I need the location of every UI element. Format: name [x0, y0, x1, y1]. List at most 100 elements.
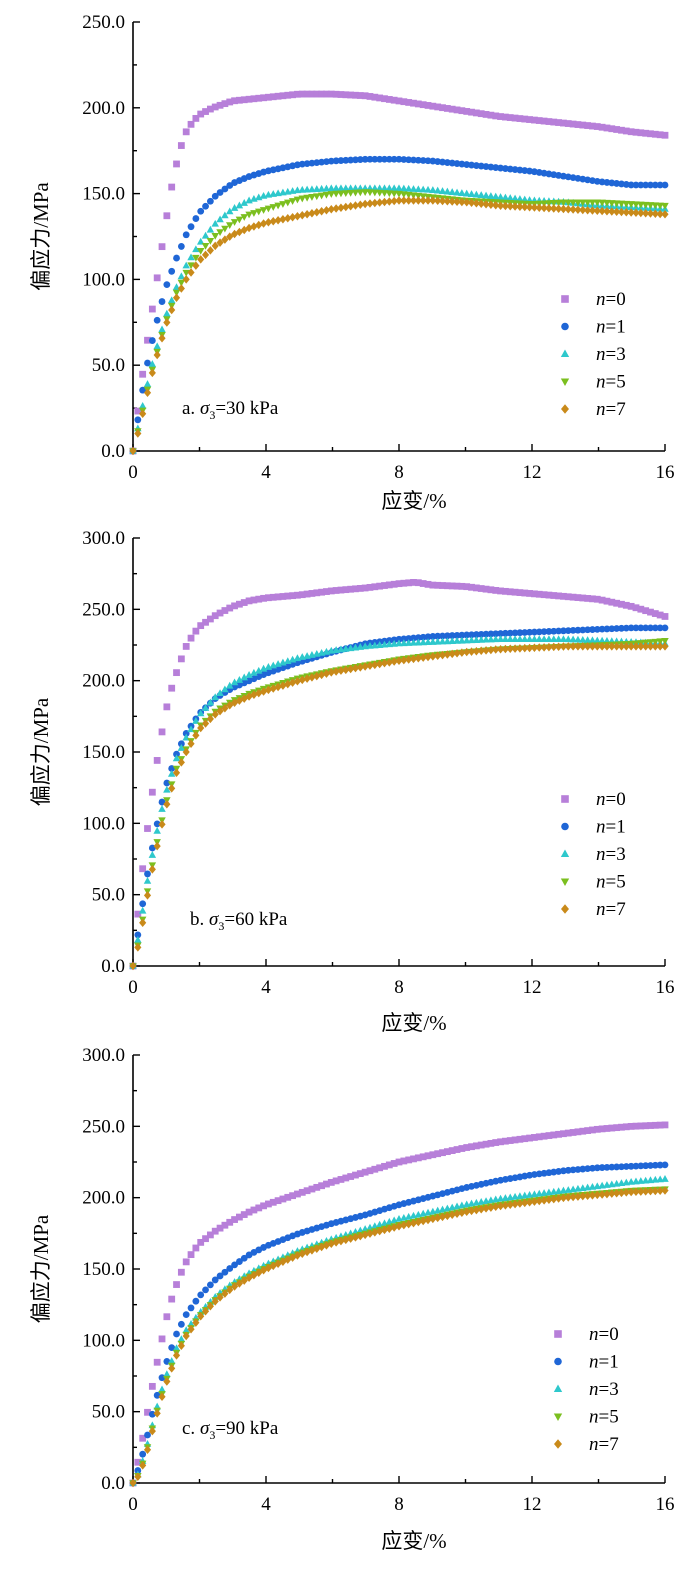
- data-point: [153, 342, 161, 350]
- data-point: [560, 119, 567, 127]
- data-point: [192, 1244, 200, 1252]
- data-point: [221, 685, 229, 693]
- data-point: [651, 624, 659, 632]
- data-point: [501, 644, 509, 654]
- data-point: [371, 93, 379, 101]
- data-point: [400, 579, 408, 587]
- data-point: [617, 200, 626, 208]
- data-point: [395, 1221, 403, 1231]
- data-point: [361, 199, 369, 209]
- data-point: [144, 870, 151, 878]
- data-point: [332, 1177, 340, 1185]
- data-point: [613, 1124, 621, 1132]
- data-point: [235, 1279, 243, 1288]
- data-point: [148, 788, 156, 796]
- data-point: [564, 199, 573, 207]
- x-tick-label: 0: [128, 977, 138, 998]
- data-point: [472, 199, 480, 208]
- data-point: [134, 407, 142, 415]
- data-point: [332, 190, 340, 198]
- data-point: [618, 126, 625, 134]
- data-point: [560, 592, 567, 600]
- data-point: [375, 184, 384, 192]
- data-point: [637, 624, 645, 632]
- y-tick-label: 300.0: [82, 528, 125, 549]
- data-point: [472, 631, 480, 638]
- data-point: [260, 219, 268, 228]
- data-point: [598, 1190, 606, 1199]
- data-point: [535, 590, 543, 598]
- data-point: [225, 207, 234, 215]
- data-point: [206, 1281, 214, 1289]
- data-point: [540, 628, 548, 636]
- data-point: [463, 1144, 471, 1151]
- data-point: [496, 1201, 505, 1211]
- data-point: [482, 630, 490, 638]
- data-point: [230, 204, 239, 211]
- data-point: [216, 189, 224, 196]
- data-point: [274, 202, 282, 210]
- data-point: [443, 650, 451, 659]
- data-point: [647, 608, 654, 616]
- y-tick-label: 200.0: [82, 671, 125, 692]
- data-point: [516, 1135, 524, 1143]
- data-point: [550, 118, 558, 126]
- data-point: [491, 192, 500, 200]
- data-point: [589, 626, 596, 633]
- data-point: [511, 588, 519, 596]
- data-point: [356, 189, 365, 197]
- data-point: [173, 254, 180, 262]
- series-n=0: [129, 579, 669, 970]
- data-point: [618, 1163, 625, 1171]
- data-point: [192, 1318, 200, 1327]
- data-point: [564, 593, 572, 601]
- y-tick-label: 50.0: [92, 355, 125, 376]
- data-point: [651, 209, 659, 218]
- data-point: [173, 750, 180, 758]
- data-point: [342, 1235, 350, 1245]
- data-point: [443, 105, 451, 112]
- data-point: [347, 1173, 355, 1180]
- data-point: [148, 337, 156, 344]
- data-point: [434, 1150, 442, 1158]
- data-point: [255, 666, 263, 674]
- data-point: [429, 1214, 437, 1224]
- data-point: [269, 204, 277, 211]
- data-point: [134, 910, 142, 918]
- data-point: [332, 157, 340, 165]
- data-point: [574, 626, 582, 634]
- data-point: [467, 198, 476, 208]
- data-point: [293, 676, 302, 686]
- data-point: [584, 595, 592, 602]
- data-point: [346, 189, 355, 197]
- data-point: [477, 585, 485, 592]
- x-tick-label: 4: [261, 462, 271, 483]
- data-point: [405, 156, 413, 164]
- data-point: [560, 1130, 567, 1138]
- data-point: [448, 632, 456, 639]
- data-point: [574, 1192, 582, 1201]
- data-point: [598, 1125, 606, 1133]
- data-point: [516, 115, 524, 122]
- data-point: [458, 1145, 466, 1152]
- data-point: [158, 728, 166, 736]
- data-point: [574, 635, 582, 643]
- data-point: [506, 1200, 514, 1209]
- data-point: [226, 1285, 234, 1295]
- data-point: [342, 665, 350, 675]
- data-point: [579, 199, 587, 207]
- data-point: [661, 181, 669, 189]
- data-point: [177, 243, 185, 250]
- data-point: [332, 184, 340, 192]
- data-point: [327, 90, 335, 98]
- data-point: [651, 642, 659, 651]
- data-point: [540, 591, 548, 599]
- data-point: [487, 630, 495, 638]
- data-point: [468, 1143, 475, 1151]
- data-point: [236, 1213, 243, 1221]
- data-point: [593, 625, 601, 633]
- data-point: [206, 615, 214, 623]
- data-point: [559, 204, 568, 214]
- data-point: [405, 99, 413, 106]
- data-point: [477, 191, 485, 198]
